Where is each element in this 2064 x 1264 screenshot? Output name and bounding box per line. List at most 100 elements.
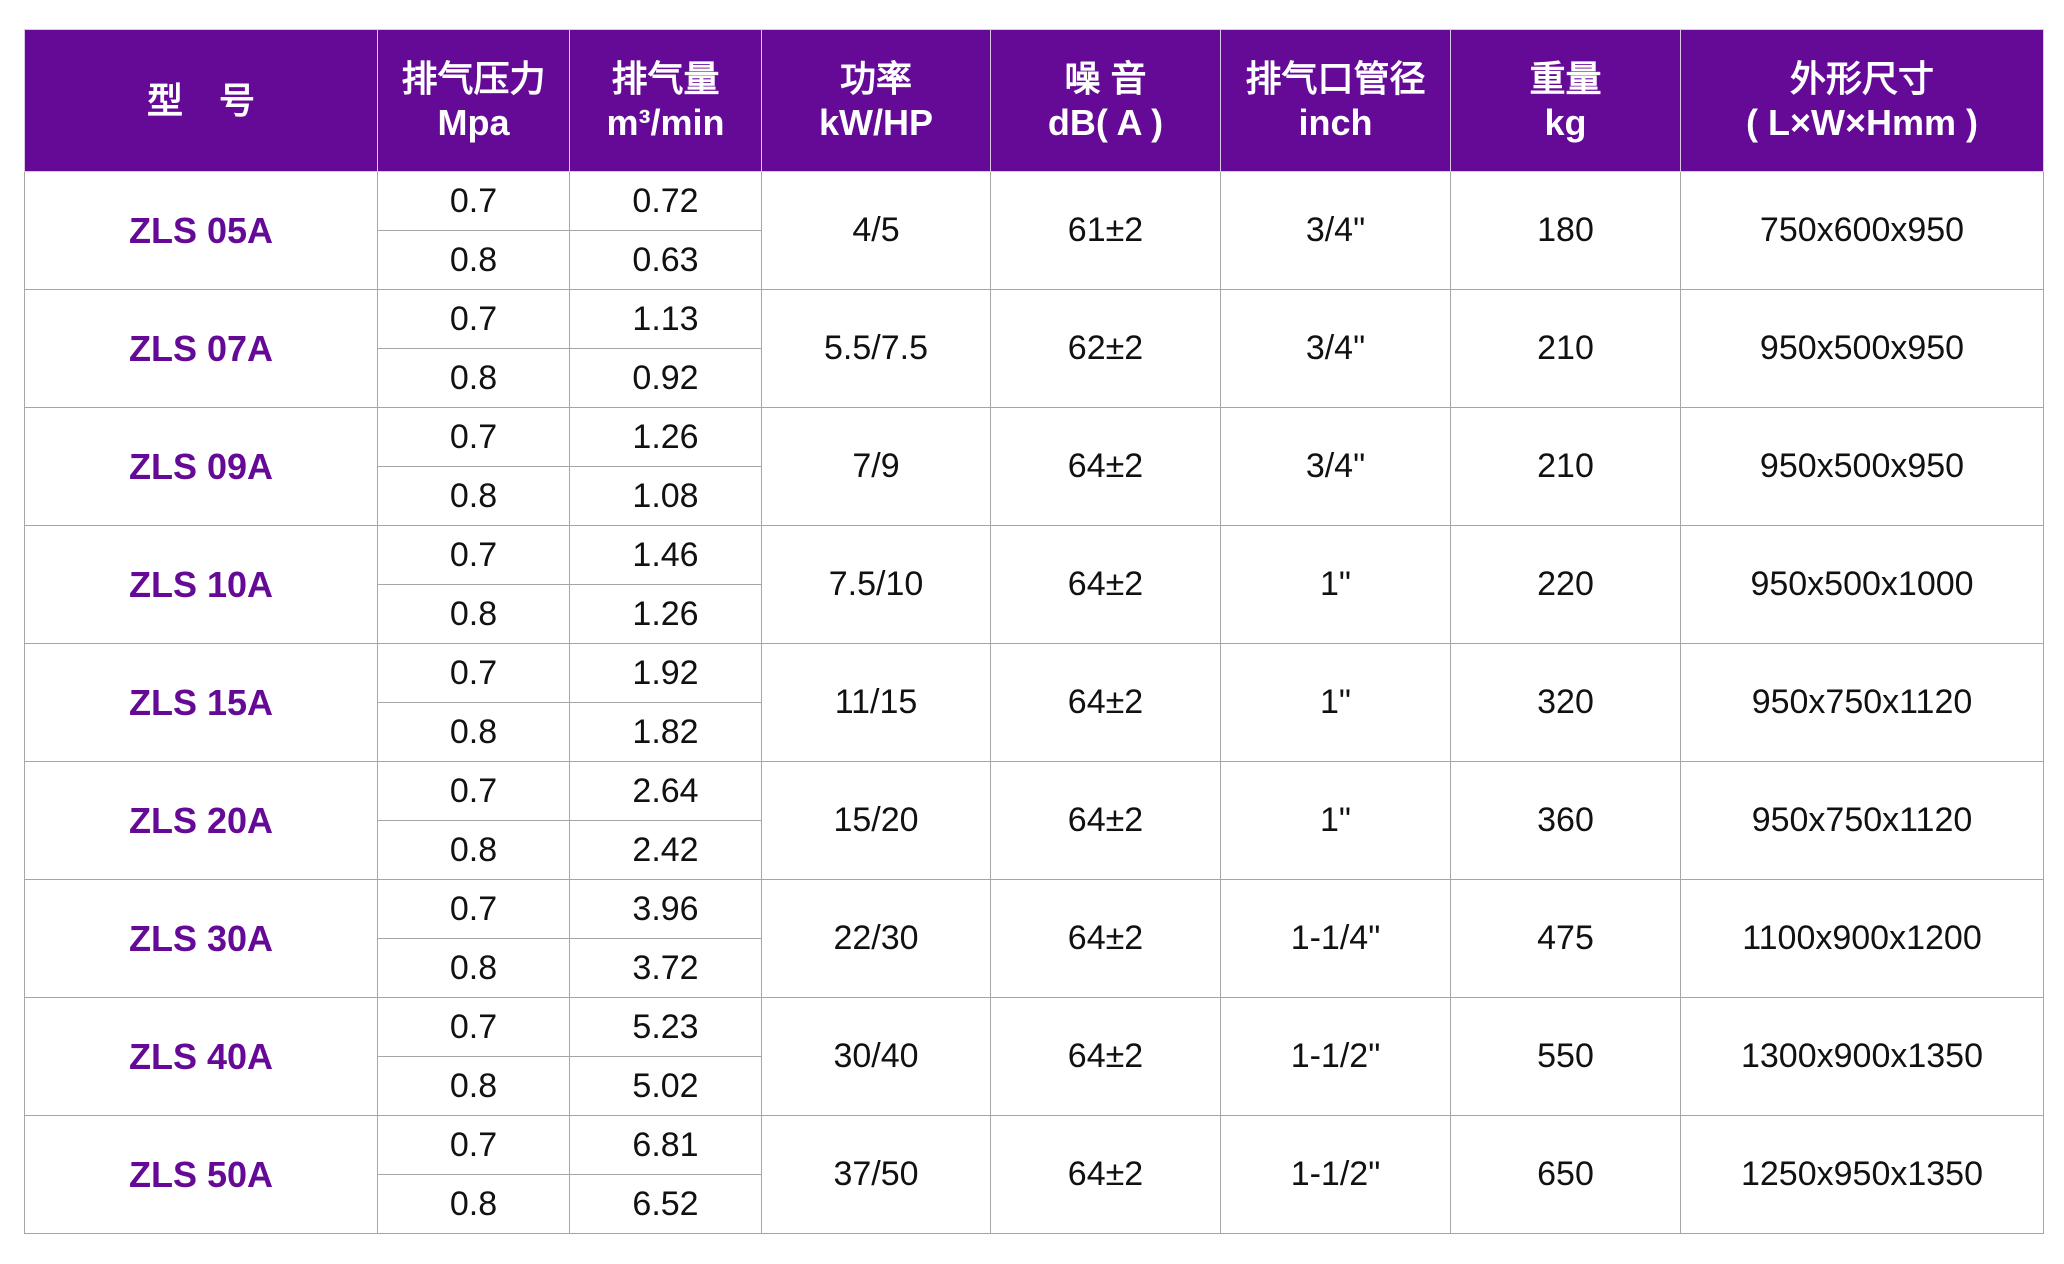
noise-cell: 64±2 <box>990 407 1221 526</box>
flow-cell: 1.26 <box>569 584 762 644</box>
table-subrow: 0.8 0.63 <box>25 230 2044 290</box>
outlet-cell: 1" <box>1220 525 1451 644</box>
header-outlet-unit: inch <box>1298 101 1373 143</box>
table-row: ZLS 10A 0.7 1.46 7.5/10 64±2 1" 220 950x500x100… <box>24 525 2044 644</box>
model-cell: ZLS 05A <box>24 171 378 290</box>
table-row: ZLS 07A 0.7 1.13 5.5/7.5 62±2 3/4" 210 950x500x… <box>24 289 2044 408</box>
pressure-cell: 0.8 <box>377 466 570 526</box>
flow-cell: 2.64 <box>569 761 762 821</box>
dimensions-cell: 950x500x950 <box>1680 289 2044 408</box>
pressure-cell: 0.7 <box>377 643 570 703</box>
header-power-label: 功率 <box>839 57 912 99</box>
power-cell: 5.5/7.5 <box>761 289 991 408</box>
table-subrow: 0.8 6.52 <box>25 1174 2044 1234</box>
outlet-cell: 1" <box>1220 761 1451 880</box>
noise-cell: 61±2 <box>990 171 1221 290</box>
pressure-cell: 0.7 <box>377 1115 570 1175</box>
dimensions-cell: 950x750x1120 <box>1680 761 2044 880</box>
weight-cell: 475 <box>1450 879 1681 998</box>
table-row: ZLS 50A 0.7 6.81 37/50 64±2 1-1/2" 650 1250x950… <box>24 1115 2044 1234</box>
table-row: ZLS 40A 0.7 5.23 30/40 64±2 1-1/2" 550 1300x900… <box>24 997 2044 1116</box>
outlet-cell: 1" <box>1220 643 1451 762</box>
flow-cell: 6.52 <box>569 1174 762 1234</box>
header-dimensions: 外形尺寸( L×W×Hmm ) <box>1680 29 2044 172</box>
outlet-cell: 3/4" <box>1220 407 1451 526</box>
noise-cell: 64±2 <box>990 997 1221 1116</box>
pressure-cell: 0.7 <box>377 289 570 349</box>
header-dimensions-label: 外形尺寸 <box>1789 57 1934 99</box>
header-model: 型 号 <box>24 29 378 172</box>
header-flow-label: 排气量 <box>611 57 720 99</box>
header-noise-label: 噪 音 <box>1064 57 1147 99</box>
dimensions-cell: 950x500x950 <box>1680 407 2044 526</box>
model-cell: ZLS 30A <box>24 879 378 998</box>
table-row: ZLS 30A 0.7 3.96 22/30 64±2 1-1/4" 475 1100x900… <box>24 879 2044 998</box>
table-subrow: 0.8 5.02 <box>25 1056 2044 1116</box>
dimensions-cell: 1250x950x1350 <box>1680 1115 2044 1234</box>
flow-cell: 0.92 <box>569 348 762 408</box>
pressure-cell: 0.8 <box>377 1174 570 1234</box>
weight-cell: 220 <box>1450 525 1681 644</box>
table-subrow: 0.8 2.42 <box>25 820 2044 880</box>
table-row: ZLS 05A 0.7 0.72 4/5 61±2 3/4" 180 750x600x950 <box>24 171 2044 290</box>
header-model-label: 型 号 <box>146 79 255 121</box>
power-cell: 30/40 <box>761 997 991 1116</box>
pressure-cell: 0.8 <box>377 702 570 762</box>
header-flow-unit: m³/min <box>606 101 725 143</box>
weight-cell: 180 <box>1450 171 1681 290</box>
weight-cell: 320 <box>1450 643 1681 762</box>
header-pressure-unit: Mpa <box>437 101 510 143</box>
dimensions-cell: 950x750x1120 <box>1680 643 2044 762</box>
power-cell: 7.5/10 <box>761 525 991 644</box>
table-subrow: 0.8 1.82 <box>25 702 2044 762</box>
dimensions-cell: 1300x900x1350 <box>1680 997 2044 1116</box>
model-cell: ZLS 10A <box>24 525 378 644</box>
noise-cell: 64±2 <box>990 1115 1221 1234</box>
header-weight-unit: kg <box>1544 101 1587 143</box>
flow-cell: 1.26 <box>569 407 762 467</box>
dimensions-cell: 950x500x1000 <box>1680 525 2044 644</box>
flow-cell: 5.02 <box>569 1056 762 1116</box>
noise-cell: 64±2 <box>990 761 1221 880</box>
table-subrow: 0.8 1.08 <box>25 466 2044 526</box>
noise-cell: 64±2 <box>990 525 1221 644</box>
pressure-cell: 0.8 <box>377 584 570 644</box>
pressure-cell: 0.7 <box>377 525 570 585</box>
flow-cell: 0.72 <box>569 171 762 231</box>
header-outlet-label: 排气口管径 <box>1245 57 1426 99</box>
power-cell: 15/20 <box>761 761 991 880</box>
header-flow: 排气量 m³/min <box>569 29 762 172</box>
pressure-cell: 0.8 <box>377 938 570 998</box>
table-row: ZLS 20A 0.7 2.64 15/20 64±2 1" 360 950x750x1120 <box>24 761 2044 880</box>
spec-table: 型 号排气压力 Mpa 排气量 m³/min 功率 kW/HP 噪 音 dB( A ) 排气口管… <box>24 29 2044 1234</box>
outlet-cell: 1-1/4" <box>1220 879 1451 998</box>
pressure-cell: 0.8 <box>377 1056 570 1116</box>
flow-cell: 1.13 <box>569 289 762 349</box>
flow-cell: 2.42 <box>569 820 762 880</box>
power-cell: 4/5 <box>761 171 991 290</box>
header-pressure: 排气压力 Mpa <box>377 29 570 172</box>
flow-cell: 1.82 <box>569 702 762 762</box>
model-cell: ZLS 09A <box>24 407 378 526</box>
outlet-cell: 3/4" <box>1220 171 1451 290</box>
pressure-cell: 0.7 <box>377 171 570 231</box>
weight-cell: 550 <box>1450 997 1681 1116</box>
header-weight: 重量 kg <box>1450 29 1681 172</box>
flow-cell: 5.23 <box>569 997 762 1057</box>
model-cell: ZLS 20A <box>24 761 378 880</box>
flow-cell: 3.96 <box>569 879 762 939</box>
flow-cell: 1.92 <box>569 643 762 703</box>
flow-cell: 3.72 <box>569 938 762 998</box>
pressure-cell: 0.7 <box>377 879 570 939</box>
header-weight-label: 重量 <box>1529 57 1602 99</box>
header-dimensions-unit: ( L×W×Hmm ) <box>1745 101 1978 143</box>
header-row: 型 号排气压力 Mpa 排气量 m³/min 功率 kW/HP 噪 音 dB( A ) 排气口管… <box>24 29 2044 172</box>
flow-cell: 0.63 <box>569 230 762 290</box>
noise-cell: 64±2 <box>990 879 1221 998</box>
model-cell: ZLS 15A <box>24 643 378 762</box>
header-outlet: 排气口管径 inch <box>1220 29 1451 172</box>
outlet-cell: 1-1/2" <box>1220 997 1451 1116</box>
pressure-cell: 0.7 <box>377 761 570 821</box>
dimensions-cell: 1100x900x1200 <box>1680 879 2044 998</box>
header-pressure-label: 排气压力 <box>401 57 546 99</box>
